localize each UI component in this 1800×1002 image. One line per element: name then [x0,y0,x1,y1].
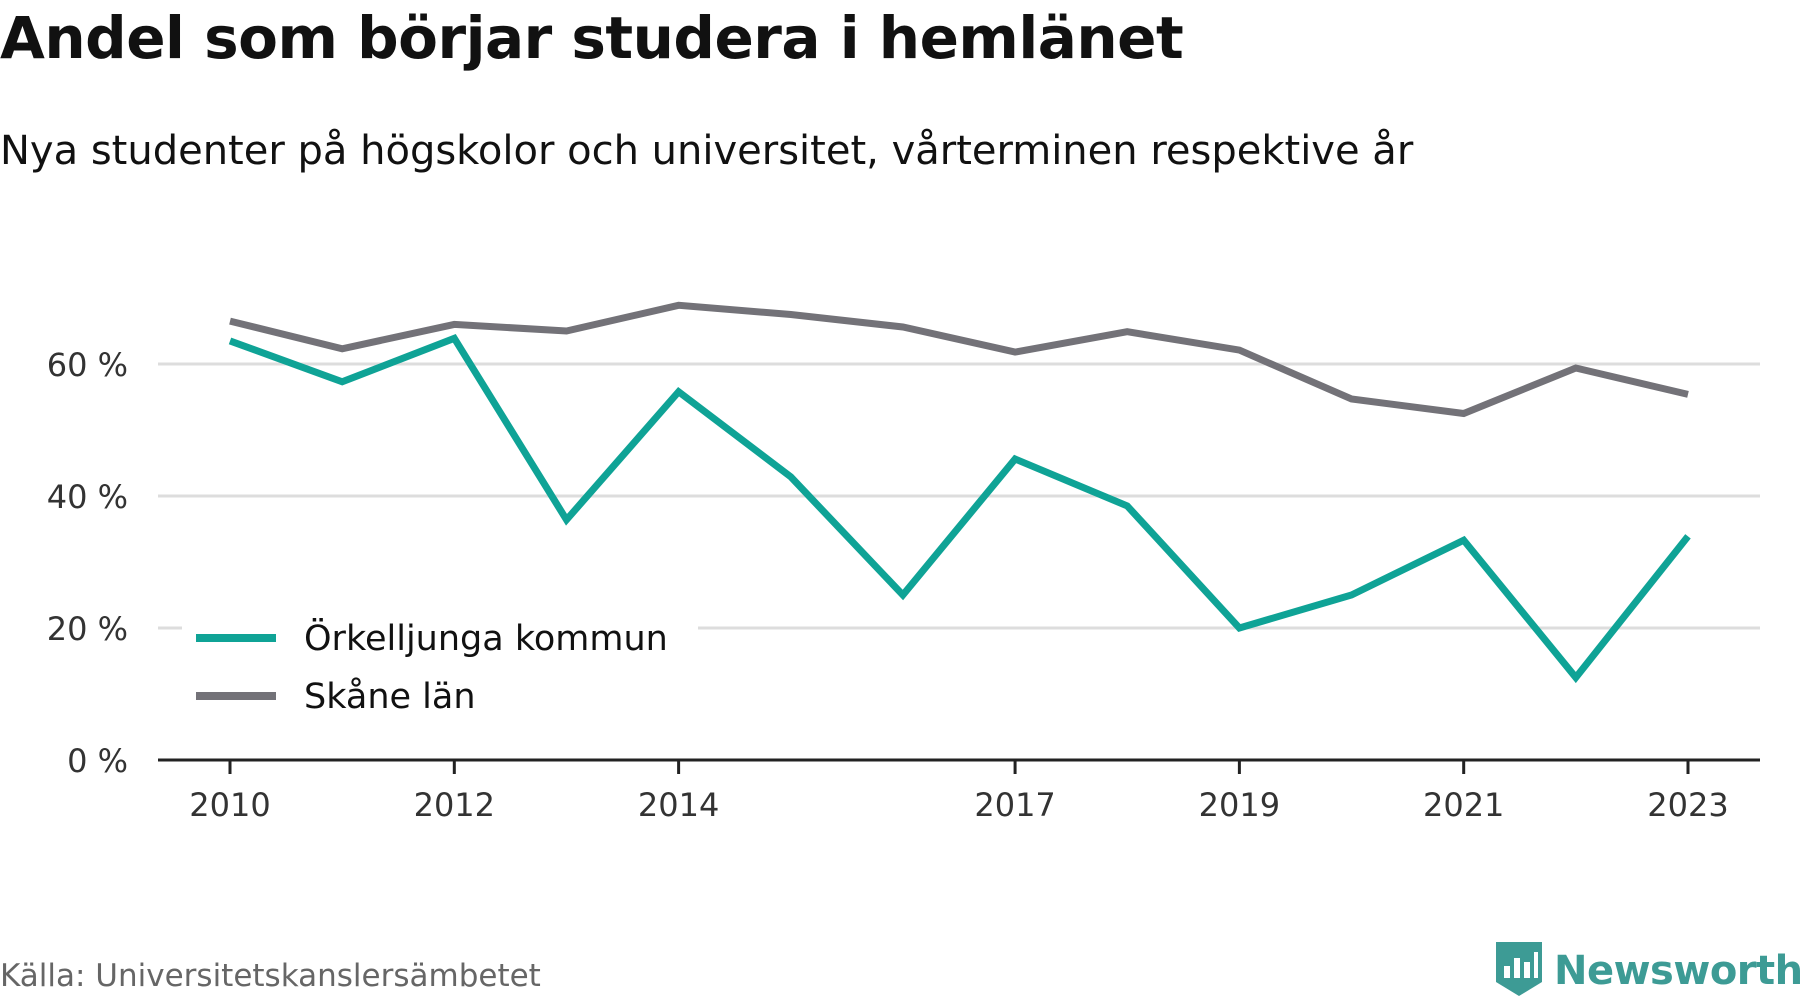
chart-subtitle: Nya studenter på högskolor och universit… [0,128,1414,174]
x-tick-label: 2010 [189,786,270,824]
y-tick-label: 40 % [47,478,128,516]
legend-background [182,612,698,742]
y-axis-ticks: 0 % 20 % 40 % 60 % [47,346,128,780]
brand-name: Newsworthy [1554,948,1800,994]
series-lines [228,301,1691,684]
x-tick-label: 2012 [414,786,495,824]
gridlines [158,362,1760,630]
legend-label: Örkelljunga kommun [304,617,668,659]
x-tick-label: 2014 [638,786,719,824]
series-line [229,301,1689,418]
brand-logo: Newsworthy [1494,940,1800,1002]
y-tick-label: 60 % [47,346,128,384]
x-tick-label: 2023 [1647,786,1728,824]
x-axis: 2010 2012 2014 2017 2019 2021 2023 [158,758,1760,824]
legend-label: Skåne län [304,676,476,717]
y-tick-label: 20 % [47,610,128,648]
y-tick-label: 0 % [67,742,128,780]
x-tick-label: 2019 [1199,786,1280,824]
x-tick-label: 2017 [974,786,1055,824]
chart-title: Andel som börjar studera i hemlänet [0,4,1184,72]
series-line [228,333,1691,684]
legend: Örkelljunga kommun Skåne län [182,612,698,742]
bar-chart-badge-icon [1494,940,1544,1002]
x-tick-label: 2021 [1423,786,1504,824]
source-note: Källa: Universitetskanslersämbetet [0,958,541,994]
